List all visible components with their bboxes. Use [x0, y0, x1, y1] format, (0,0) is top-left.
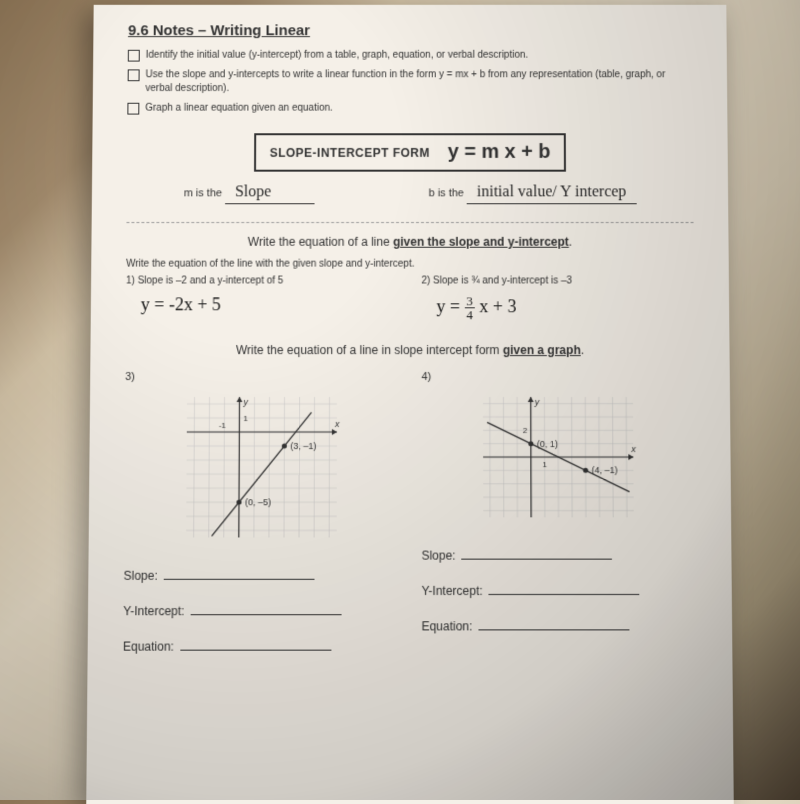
section1-header: Write the equation of a line given the s…: [126, 235, 693, 249]
graphs-row: 3) xy(3, –1)(0, –5)-11 Slope: Y-Intercep…: [123, 371, 697, 654]
formula-box: SLOPE-INTERCEPT FORM y = m x + b: [127, 133, 693, 171]
svg-text:(0, –5): (0, –5): [245, 497, 271, 507]
checkbox-icon: [128, 69, 140, 81]
section2-header: Write the equation of a line in slope in…: [125, 343, 694, 357]
slope-line: Slope:: [421, 546, 696, 563]
svg-text:(3, –1): (3, –1): [290, 441, 316, 451]
divider: [126, 222, 693, 223]
svg-text:x: x: [630, 444, 636, 454]
checkbox-icon: [128, 50, 140, 62]
problems-row: 1) Slope is –2 and a y-intercept of 5 y …: [126, 276, 695, 322]
m-answer: Slope: [225, 184, 315, 205]
svg-text:y: y: [534, 397, 540, 407]
b-fillin: b is the initial value/ Y intercep: [429, 184, 637, 205]
problem-1-answer: y = -2x + 5: [126, 294, 399, 315]
m-fillin: m is the Slope: [184, 184, 315, 205]
problem-2-answer: y = 34 x + 3: [421, 294, 694, 321]
slope-line: Slope:: [123, 566, 398, 583]
problem-2: 2) Slope is ¾ and y-intercept is –3 y = …: [421, 276, 694, 322]
objective-text: Use the slope and y-intercepts to write …: [145, 68, 692, 95]
svg-text:-1: -1: [219, 421, 227, 430]
worksheet-paper: 9.6 Notes – Writing Linear Identify the …: [86, 5, 734, 804]
graph-4: x y (0, 1) (4, –1) 2 1: [473, 387, 644, 527]
graph-3: x y (3, –1) (0, –5) -1 1: [176, 387, 347, 548]
svg-text:1: 1: [243, 414, 248, 423]
objective-2: Use the slope and y-intercepts to write …: [128, 68, 693, 95]
eq-line: Equation:: [421, 616, 696, 633]
svg-text:(4, –1): (4, –1): [592, 465, 618, 475]
yint-line: Y-Intercept:: [421, 581, 696, 598]
fillin-row: m is the Slope b is the initial value/ Y…: [127, 184, 694, 205]
svg-text:2: 2: [523, 426, 528, 435]
eq-line: Equation:: [123, 636, 399, 653]
b-answer: initial value/ Y intercep: [467, 184, 636, 205]
problem-1: 1) Slope is –2 and a y-intercept of 5 y …: [126, 276, 399, 322]
graph-3-block: 3) xy(3, –1)(0, –5)-11 Slope: Y-Intercep…: [123, 371, 399, 654]
svg-text:(0, 1): (0, 1): [537, 439, 558, 449]
section1-instruction: Write the equation of the line with the …: [126, 259, 694, 270]
objective-text: Identify the initial value (y-intercept)…: [146, 49, 529, 63]
page-title: 9.6 Notes – Writing Linear: [128, 22, 692, 39]
objective-text: Graph a linear equation given an equatio…: [145, 102, 332, 116]
objective-3: Graph a linear equation given an equatio…: [127, 102, 692, 116]
yint-line: Y-Intercept:: [123, 601, 398, 618]
svg-text:y: y: [242, 397, 248, 407]
formula-label: SLOPE-INTERCEPT FORM: [270, 146, 430, 160]
checkbox-icon: [127, 103, 139, 115]
svg-text:1: 1: [543, 460, 548, 469]
objective-1: Identify the initial value (y-intercept)…: [128, 49, 692, 63]
svg-text:x: x: [334, 419, 340, 429]
formula-equation: y = m x + b: [448, 141, 551, 164]
graph-4-block: 4) xy(0, 1)(4, –1)21 Slope: Y-Intercept:…: [421, 371, 697, 654]
